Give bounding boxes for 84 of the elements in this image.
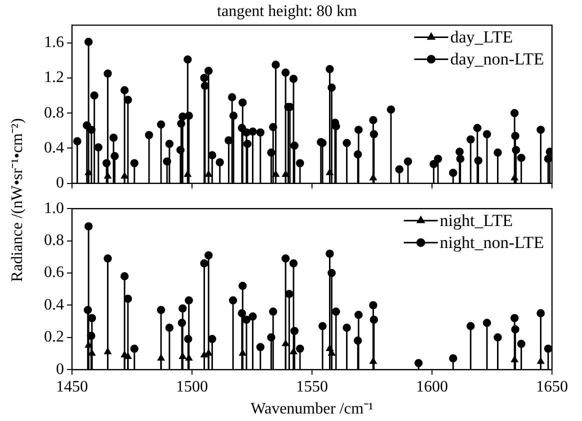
x-tick-label: 1500 (176, 378, 208, 396)
point (354, 336, 362, 345)
point (242, 316, 251, 324)
chart-title: tangent height: 80 km (217, 2, 358, 20)
y-tick-label: 0.4 (44, 139, 64, 156)
point (290, 326, 299, 336)
point (124, 352, 132, 360)
y-tick-label: 0 (56, 360, 64, 378)
point (267, 333, 276, 342)
point (511, 325, 520, 334)
point (200, 259, 208, 268)
point (369, 301, 378, 310)
point (370, 316, 378, 324)
point (510, 314, 519, 322)
point (326, 344, 334, 351)
point (104, 348, 112, 354)
point (120, 272, 129, 280)
point (494, 333, 502, 342)
point (342, 324, 351, 332)
legend-label: day_LTE (450, 28, 513, 47)
point (326, 250, 334, 258)
legend-label: day_non-LTE (450, 50, 544, 69)
point (157, 354, 165, 361)
y-tick-label: 0.6 (44, 264, 64, 282)
point (204, 251, 213, 260)
x-tick-label: 1450 (56, 378, 88, 396)
y-tick-label: 0.4 (44, 296, 64, 314)
point (185, 354, 192, 361)
point (517, 340, 526, 348)
x-axis-title: Wavenumber /cm⁻¹ (250, 400, 374, 418)
point (156, 306, 166, 314)
point (130, 344, 138, 353)
y-tick-label: 0 (56, 174, 64, 192)
y-tick-label: 1.0 (44, 200, 64, 217)
y-axis-title: Radiance /(nW•sr⁻¹•cm⁻²) (8, 118, 27, 282)
x-tick-label: 1650 (536, 378, 568, 396)
point (238, 309, 246, 318)
y-tick-label: 0.2 (44, 328, 64, 346)
point (178, 304, 187, 313)
point (184, 334, 192, 344)
point (87, 332, 96, 340)
point (248, 312, 257, 321)
point (482, 318, 492, 328)
point (510, 356, 518, 362)
x-tick-label: 1600 (416, 378, 448, 396)
point (296, 344, 304, 353)
point (370, 357, 377, 364)
point (332, 308, 340, 316)
point (269, 308, 278, 316)
point (178, 318, 186, 328)
point (290, 348, 298, 354)
point (88, 349, 96, 356)
point (165, 324, 174, 332)
point (328, 268, 336, 278)
point (84, 222, 93, 230)
point (228, 296, 238, 304)
point (104, 254, 112, 263)
y-tick-label: 0.8 (44, 104, 64, 122)
point (179, 352, 186, 360)
point (238, 282, 247, 290)
point (537, 357, 544, 364)
legend-label: night_non-LTE (440, 233, 544, 252)
point (289, 259, 298, 268)
point (184, 296, 193, 304)
point (256, 342, 264, 352)
point (239, 349, 246, 356)
point (208, 334, 216, 344)
y-tick-label: 1.2 (44, 69, 64, 86)
point (282, 254, 290, 263)
point (285, 290, 294, 298)
point (544, 344, 552, 353)
point (124, 294, 132, 303)
y-tick-label: 1.6 (44, 34, 64, 51)
x-tick-label: 1550 (296, 378, 328, 396)
point (282, 340, 290, 346)
point (354, 310, 363, 319)
point (84, 306, 92, 314)
point (449, 354, 458, 362)
legend-label: night_LTE (440, 211, 513, 230)
point (536, 309, 545, 318)
point (318, 322, 327, 330)
point (466, 322, 475, 330)
y-tick-label: 0.8 (44, 232, 64, 250)
point (414, 359, 423, 368)
